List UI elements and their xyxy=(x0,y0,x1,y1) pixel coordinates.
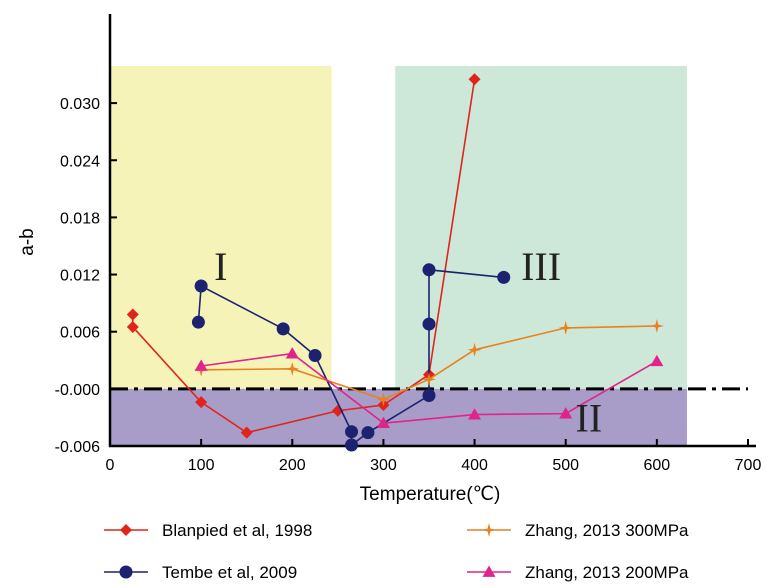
axes-layer: 0 100 200 300 400 500 600 700 -0.006 -0.000 0.006 0… xyxy=(17,14,761,505)
data-point-zhang-2013-300mpa xyxy=(376,392,391,407)
y-tick-label: 0.024 xyxy=(60,153,100,170)
data-point-blanpied-et-al-1998 xyxy=(195,396,208,409)
data-point-tembe-et-al-2009 xyxy=(422,263,436,277)
legend-marker-zhang-2013-300mpa xyxy=(482,523,496,537)
y-tick-label: -0.006 xyxy=(55,439,100,456)
legend-marker-zhang-2013-200mpa xyxy=(482,565,496,577)
data-point-tembe-et-al-2009 xyxy=(191,315,205,329)
data-point-tembe-et-al-2009 xyxy=(361,426,375,440)
y-tick-label: -0.000 xyxy=(55,382,100,399)
data-point-tembe-et-al-2009 xyxy=(276,322,290,336)
data-point-zhang-2013-300mpa xyxy=(467,342,482,357)
x-axis-title: Temperature(℃) xyxy=(360,484,501,505)
data-point-zhang-2013-300mpa xyxy=(285,361,300,376)
series-layer xyxy=(126,73,664,452)
legend-item-blanpied-et-al-1998: Blanpied et al, 1998 xyxy=(104,521,312,540)
legend: Blanpied et al, 1998 Tembe et al, 2009 Zha… xyxy=(104,521,689,582)
data-point-zhang-2013-200mpa xyxy=(559,407,573,419)
legend-label-tembe-et-al-2009: Tembe et al, 2009 xyxy=(162,563,297,582)
x-tick-label: 700 xyxy=(735,457,762,474)
data-point-zhang-2013-200mpa xyxy=(650,354,664,367)
series-line-zhang-2013-200mpa xyxy=(201,352,658,424)
data-point-blanpied-et-al-1998 xyxy=(468,73,481,86)
x-tick-label: 200 xyxy=(279,457,306,474)
data-point-tembe-et-al-2009 xyxy=(345,438,359,452)
x-tick-label: 500 xyxy=(552,457,579,474)
y-tick-label: 0.018 xyxy=(60,210,100,227)
data-point-blanpied-et-al-1998 xyxy=(240,426,253,439)
data-point-zhang-2013-300mpa xyxy=(649,318,664,333)
y-tick-label: 0.006 xyxy=(60,325,100,342)
legend-marker-blanpied-et-al-1998 xyxy=(120,524,132,536)
region-label-ii: II xyxy=(576,395,603,440)
y-axis-title: a-b xyxy=(17,228,38,255)
y-tick-label: 0.030 xyxy=(60,96,100,113)
x-tick-label: 600 xyxy=(644,457,671,474)
data-point-zhang-2013-300mpa xyxy=(422,372,436,387)
region-label-i: I xyxy=(214,244,227,289)
region-label-iii: III xyxy=(521,244,561,289)
data-point-zhang-2013-300mpa xyxy=(558,320,573,335)
data-point-zhang-2013-200mpa xyxy=(468,408,482,420)
data-point-tembe-et-al-2009 xyxy=(308,349,322,363)
series-tembe-et-al-2009 xyxy=(191,263,511,452)
legend-item-zhang-2013-300mpa: Zhang, 2013 300MPa xyxy=(467,521,689,540)
x-tick-label: 0 xyxy=(106,457,115,474)
x-tick-label: 400 xyxy=(461,457,488,474)
legend-item-tembe-et-al-2009: Tembe et al, 2009 xyxy=(104,563,297,582)
data-point-blanpied-et-al-1998 xyxy=(126,320,139,333)
data-point-tembe-et-al-2009 xyxy=(345,425,359,439)
series-zhang-2013-200mpa xyxy=(194,347,664,429)
data-point-tembe-et-al-2009 xyxy=(497,270,511,284)
series-line-blanpied-et-al-1998 xyxy=(131,79,476,434)
data-point-zhang-2013-200mpa xyxy=(285,347,299,359)
x-tick-label: 300 xyxy=(370,457,397,474)
data-point-tembe-et-al-2009 xyxy=(422,389,436,403)
region-iii xyxy=(395,65,687,389)
legend-label-zhang-2013-200mpa: Zhang, 2013 200MPa xyxy=(525,563,689,582)
region-i xyxy=(110,65,332,389)
legend-item-zhang-2013-200mpa: Zhang, 2013 200MPa xyxy=(467,563,689,582)
data-point-blanpied-et-al-1998 xyxy=(126,308,139,321)
legend-marker-tembe-et-al-2009 xyxy=(119,565,133,579)
y-tick-label: 0.012 xyxy=(60,268,100,285)
data-point-zhang-2013-200mpa xyxy=(376,416,390,429)
data-point-tembe-et-al-2009 xyxy=(422,317,436,331)
x-tick-label: 100 xyxy=(188,457,215,474)
series-zhang-2013-300mpa xyxy=(194,318,664,407)
data-point-zhang-2013-200mpa xyxy=(194,359,208,371)
data-point-tembe-et-al-2009 xyxy=(194,279,208,293)
legend-label-blanpied-et-al-1998: Blanpied et al, 1998 xyxy=(162,521,312,540)
legend-label-zhang-2013-300mpa: Zhang, 2013 300MPa xyxy=(525,521,689,540)
regions-layer xyxy=(110,65,687,446)
